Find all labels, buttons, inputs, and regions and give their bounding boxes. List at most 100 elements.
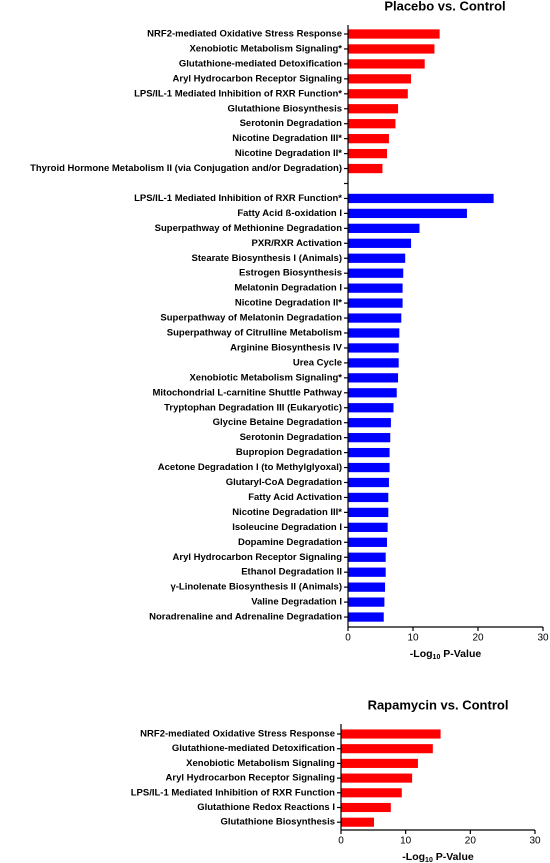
bar (348, 373, 399, 383)
bar (348, 89, 408, 99)
y-tick-label: Valine Degradation I (251, 597, 342, 608)
y-tick-label: Bupropion Degradation (236, 447, 342, 458)
y-tick-label: Glutathione Biosynthesis (220, 817, 335, 828)
bar (348, 328, 400, 338)
y-tick-label: Tryptophan Degradation III (Eukaryotic) (164, 402, 342, 413)
bar (348, 597, 385, 607)
y-tick-label: Nicotine Degradation II* (235, 148, 342, 159)
y-tick-label: Melatonin Degradation I (234, 283, 342, 294)
x-axis-label-part: -Log (410, 648, 433, 660)
y-tick-label: Thyroid Hormone Metabolism II (via Conju… (30, 163, 342, 174)
y-tick-label: NRF2-mediated Oxidative Stress Response (140, 729, 335, 740)
x-axis-label-subscript: 10 (425, 857, 433, 863)
x-tick-label: 10 (400, 836, 412, 847)
x-tick-label: 10 (407, 633, 419, 644)
bar (348, 358, 399, 368)
y-tick-label: PXR/RXR Activation (252, 238, 343, 249)
bar (348, 134, 389, 144)
y-tick-label: Estrogen Biosynthesis (239, 268, 342, 279)
y-tick-label: Serotonin Degradation (240, 118, 343, 129)
bar (348, 283, 403, 293)
x-tick-label: 20 (465, 836, 477, 847)
bar (348, 163, 383, 174)
bar (348, 223, 420, 233)
bar (348, 567, 386, 577)
y-tick-label: Fatty Acid Activation (248, 492, 342, 503)
bar (348, 582, 386, 592)
bar (348, 74, 412, 84)
y-tick-label: Aryl Hydrocarbon Receptor Signaling (173, 552, 343, 563)
y-tick-label: LPS/IL-1 Mediated Inhibition of RXR Func… (134, 193, 342, 204)
y-tick-label: Dopamine Degradation (238, 537, 342, 548)
bar (348, 433, 391, 443)
y-tick-label: Superpathway of Melatonin Degradation (160, 313, 342, 324)
bar (348, 238, 412, 248)
bar (348, 253, 406, 263)
bar (341, 788, 402, 798)
y-tick-label: Nicotine Degradation III* (232, 507, 342, 518)
y-tick-label: Superpathway of Citrulline Metabolism (167, 328, 342, 339)
bar (348, 492, 389, 503)
x-axis-label-part: P-Value (440, 648, 481, 660)
bar (348, 208, 467, 219)
y-tick-label: Nicotine Degradation II* (235, 298, 342, 309)
bar (348, 313, 402, 323)
y-tick-label: Glutathione Biosynthesis (227, 103, 342, 114)
x-axis-label: -Log10 P-Value (410, 648, 482, 661)
x-tick-label: 30 (529, 836, 541, 847)
x-axis-label-part: P-Value (433, 851, 474, 863)
bar (341, 758, 418, 768)
y-tick-label: Glutathione-mediated Detoxification (179, 58, 342, 69)
bar (348, 477, 389, 488)
bar (341, 773, 413, 783)
bar (341, 744, 433, 754)
chart-title: Rapamycin vs. Control (368, 697, 509, 712)
bar (348, 268, 404, 278)
y-tick-label: Aryl Hydrocarbon Receptor Signaling (166, 773, 336, 784)
y-tick-label: Serotonin Degradation (240, 432, 343, 443)
y-tick-label: Urea Cycle (293, 357, 342, 368)
y-tick-label: Superpathway of Methionine Degradation (155, 223, 343, 234)
x-axis-label-part: -Log (402, 851, 425, 863)
x-tick-label: 0 (338, 836, 344, 847)
y-tick-label: Noradrenaline and Adrenaline Degradation (149, 612, 342, 623)
bar (348, 29, 440, 39)
x-axis-label: -Log10 P-Value (402, 851, 474, 863)
x-tick-label: 30 (537, 633, 549, 644)
bar (348, 507, 389, 518)
y-tick-label: γ-Linolenate Biosynthesis II (Animals) (170, 582, 342, 593)
bar (348, 59, 425, 69)
bar (348, 403, 394, 413)
x-tick-label: 20 (472, 633, 484, 644)
y-tick-label: Stearate Biosynthesis I (Animals) (192, 253, 342, 264)
y-tick-label: Ethanol Degradation II (241, 567, 342, 578)
bar (348, 388, 397, 398)
y-tick-label: Xenobiotic Metabolism Signaling* (189, 43, 342, 54)
y-tick-label: Glycine Betaine Degradation (213, 417, 343, 428)
y-tick-label: Nicotine Degradation III* (232, 133, 342, 144)
bar (341, 817, 374, 827)
x-axis-label-subscript: 10 (433, 654, 441, 661)
bar (348, 298, 403, 308)
bar (348, 44, 435, 54)
bar (341, 729, 441, 739)
bar (348, 418, 391, 428)
bar (348, 193, 494, 204)
bar (348, 522, 388, 532)
bar (348, 612, 384, 622)
y-tick-label: LPS/IL-1 Mediated Inhibition of RXR Func… (134, 88, 342, 99)
y-tick-label: Acetone Degradation I (to Methylglyoxal) (158, 462, 342, 473)
bar (348, 537, 387, 547)
y-tick-label: Glutathione-mediated Detoxification (172, 743, 335, 754)
y-tick-label: Arginine Biosynthesis IV (230, 342, 343, 353)
bar (341, 802, 391, 813)
y-tick-label: Fatty Acid ß-oxidation I (237, 208, 342, 219)
x-tick-label: 0 (345, 633, 351, 644)
y-tick-label: Xenobiotic Metabolism Signaling* (189, 372, 342, 383)
y-tick-label: NRF2-mediated Oxidative Stress Response (147, 29, 342, 40)
y-tick-label: Aryl Hydrocarbon Receptor Signaling (173, 73, 343, 84)
y-tick-label: Mitochondrial L-carnitine Shuttle Pathwa… (153, 387, 343, 398)
chart-title: Placebo vs. Control (384, 0, 505, 13)
